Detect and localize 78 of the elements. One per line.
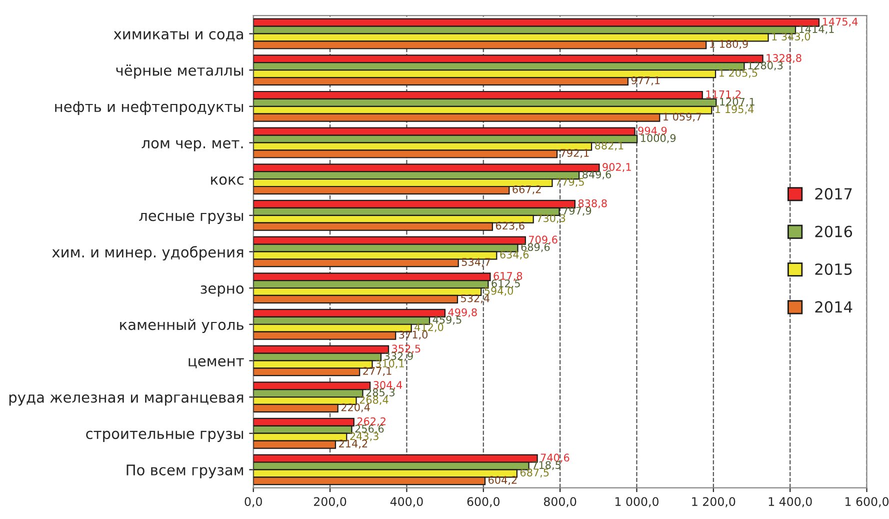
data-label: 532,4 <box>461 294 490 304</box>
data-label: 594,0 <box>484 286 513 296</box>
data-label: 1280,3 <box>748 61 783 70</box>
legend-label: 2017 <box>815 188 852 200</box>
data-label: 709,6 <box>529 236 558 245</box>
data-label: 1 343,0 <box>772 32 810 42</box>
x-tick-label: 200,0 <box>314 497 346 508</box>
data-label: 634,6 <box>500 250 529 260</box>
x-tick-label: 400,0 <box>390 497 423 508</box>
y-tick-label: каменный уголь <box>120 318 244 333</box>
data-label: 994,9 <box>638 126 667 136</box>
data-label: 352,5 <box>392 344 420 354</box>
data-label: 687,5 <box>520 468 549 478</box>
data-label: 1171,2 <box>706 90 741 100</box>
y-tick-label: руда железная и марганцевая <box>9 394 244 406</box>
y-tick-label: цемент <box>188 358 244 368</box>
data-label: 1 205,5 <box>719 68 758 78</box>
data-label: 1 195,4 <box>716 105 754 114</box>
data-label: 534,7 <box>462 258 490 267</box>
data-label: 262,2 <box>357 417 386 426</box>
data-label: 623,6 <box>496 222 524 231</box>
y-tick-label: строительные грузы <box>86 430 244 442</box>
data-label: 902,1 <box>602 163 631 172</box>
y-tick-label: лом чер. мет. <box>142 140 243 152</box>
data-label: 797,9 <box>562 206 592 216</box>
y-tick-label: нефть и нефтепродукты <box>55 101 244 115</box>
y-tick-label: химикаты и сода <box>114 31 244 42</box>
data-label: 612,5 <box>492 279 520 288</box>
y-tick-label: кокс <box>211 176 244 185</box>
data-label: 459,5 <box>432 316 462 325</box>
legend-label: 2015 <box>815 263 852 275</box>
y-tick-label: чёрные металлы <box>116 64 244 79</box>
data-label: 617,8 <box>494 272 522 281</box>
y-tick-label: По всем грузам <box>126 464 244 478</box>
y-tick-label: хим. и минер. удобрения <box>52 246 244 260</box>
x-tick-label: 0,0 <box>244 497 262 508</box>
data-label: 268,4 <box>360 396 388 405</box>
data-label: 730,3 <box>536 214 566 224</box>
data-label: 1000,9 <box>641 134 676 144</box>
data-label: 779,5 <box>556 178 584 187</box>
y-tick-label: зерно <box>200 285 244 297</box>
data-label: 1414,1 <box>799 25 834 34</box>
data-label: 977,1 <box>631 76 660 86</box>
data-label: 667,2 <box>512 185 541 194</box>
data-label: 792,1 <box>560 149 589 158</box>
data-label: 689,6 <box>521 243 550 252</box>
data-label: 882,1 <box>595 142 624 151</box>
data-label: 838,8 <box>578 199 607 208</box>
data-label: 718,5 <box>532 461 561 470</box>
data-label: 1207,1 <box>720 98 754 107</box>
x-tick-label: 1 600,0 <box>846 497 889 508</box>
x-tick-label: 1 200,0 <box>692 497 736 508</box>
data-label: 1475,4 <box>822 18 858 27</box>
data-label: 304,4 <box>374 381 402 390</box>
data-label: 849,6 <box>582 170 612 180</box>
data-label: 1 180,9 <box>710 40 748 49</box>
data-label: 285,3 <box>366 388 395 398</box>
data-label: 371,0 <box>399 330 428 340</box>
legend-label: 2014 <box>815 301 852 313</box>
data-label: 740,6 <box>540 454 570 463</box>
data-label: 332,9 <box>384 352 413 362</box>
data-label: 220,4 <box>341 403 370 412</box>
data-label: 214,2 <box>339 440 368 449</box>
x-tick-label: 800,0 <box>544 497 576 508</box>
data-label: 243,3 <box>350 432 378 442</box>
legend-label: 2016 <box>815 226 852 238</box>
x-tick-label: 600,0 <box>467 497 500 508</box>
data-label: 1 059,7 <box>664 112 702 122</box>
data-label: 256,6 <box>355 424 384 434</box>
x-tick-label: 1 000,0 <box>616 497 658 508</box>
x-tick-label: 1 400,0 <box>768 497 812 508</box>
data-label: 310,1 <box>376 360 404 369</box>
data-label: 604,2 <box>488 476 517 485</box>
y-tick-label: лесные грузы <box>139 212 244 224</box>
data-label: 499,8 <box>448 308 477 318</box>
data-label: 412,0 <box>414 323 444 332</box>
data-label: 277,1 <box>363 367 392 376</box>
data-label: 1328,8 <box>766 54 802 63</box>
